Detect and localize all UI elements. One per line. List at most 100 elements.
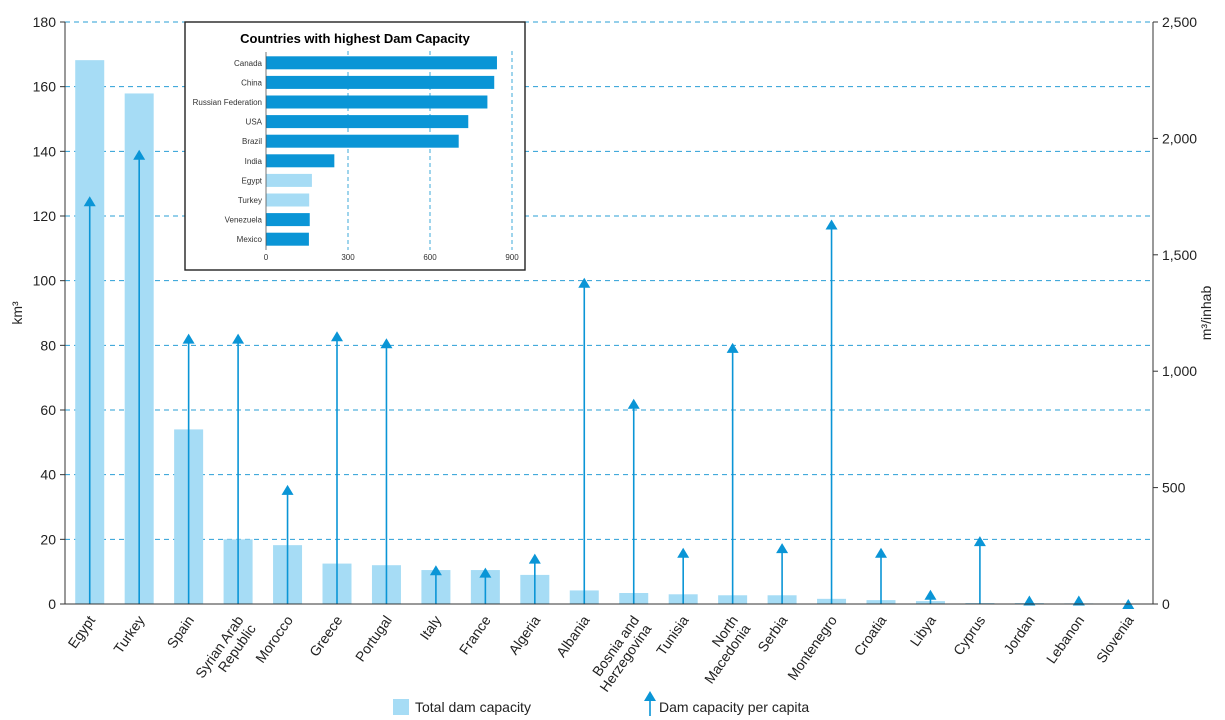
category-label-north-macedonia: NorthMacedonia [689,612,754,686]
category-label-line: Tunisia [653,612,692,658]
arrow-head [429,565,442,576]
y-tick-label: 120 [33,208,57,224]
y-tick-label: 140 [33,143,57,159]
inset-category-label: Mexico [237,235,263,244]
category-label-line: Spain [163,613,197,652]
arrow-montenegro [825,219,838,604]
category-label-line: Serbia [754,612,790,655]
arrow-head [83,196,96,207]
arrow-france [479,567,492,604]
inset-bar-brazil [266,134,459,148]
category-label-line: Slovenia [1093,612,1137,665]
inset-category-labels: Canada China Russian Federation USA Brazil In… [193,59,263,244]
arrow-italy [429,565,442,604]
arrow-head [875,547,887,558]
arrow-head [1072,595,1085,606]
arrow-head [627,398,640,409]
legend-label-per-capita: Dam capacity per capita [659,699,809,715]
arrow-head [726,342,739,353]
y-tick-label: 80 [40,337,56,353]
inset-category-label: Brazil [242,137,262,146]
y-tick-label: 100 [33,273,57,289]
category-label-montenegro: Montenegro [784,612,840,683]
category-label-spain: Spain [163,613,197,652]
category-label-egypt: Egypt [65,612,99,651]
y2-tick-label: 2,000 [1162,130,1197,146]
arrow-bosnia-and-herzegovina [627,398,640,604]
category-label-line: Italy [417,613,445,643]
arrow-series-dam-capacity-per-capita [83,149,1135,609]
category-label-greece: Greece [306,612,346,659]
arrow-tunisia [677,547,690,604]
arrow-cyprus [973,536,986,604]
category-label-tunisia: Tunisia [653,612,692,658]
y2-tick-label: 1,500 [1162,247,1197,263]
arrow-algeria [528,553,541,604]
category-label-syrian-arab-republic: Syrian ArabRepublic [192,612,259,689]
category-label-serbia: Serbia [754,612,790,655]
inset-bar-china [266,75,495,89]
inset-x-tick-label: 300 [341,253,355,262]
inset-bar-egypt [266,173,312,187]
arrow-morocco [281,484,294,604]
category-label-libya: Libya [907,612,939,649]
legend: Total dam capacity Dam capacity per capi… [393,691,809,716]
arrow-head [528,553,541,564]
category-label-jordan: Jordan [1000,613,1038,657]
axes [64,22,1154,605]
arrow-head [232,333,245,344]
inset-bar-russian-federation [266,95,488,109]
y2-tick-label: 1,000 [1162,363,1197,379]
category-label-italy: Italy [417,613,445,643]
inset-category-label: India [245,157,263,166]
category-label-algeria: Algeria [505,612,543,657]
inset-bar-turkey [266,193,310,207]
inset-chart: Countries with highest Dam Capacity Cana… [184,21,526,271]
category-label-line: Turkey [110,613,147,657]
category-label-slovenia: Slovenia [1093,612,1137,665]
category-label-bosnia-and-herzegovina: Bosnia andHerzegovina [584,612,655,694]
inset-category-label: Egypt [242,176,263,185]
arrow-portugal [380,338,393,604]
inset-bar-usa [266,115,469,129]
category-label-morocco: Morocco [252,612,296,665]
y2-tick-label: 500 [1162,480,1186,496]
inset-category-label: Venezuela [225,216,263,225]
inset-category-label: Russian Federation [193,98,262,107]
arrow-head [1023,595,1036,606]
category-label-line: Portugal [352,613,395,665]
category-label-cyprus: Cyprus [950,613,989,659]
y-axis-title: km³ [9,301,25,325]
arrow-spain [182,333,195,604]
inset-category-label: Canada [234,59,263,68]
y-tick-label: 20 [40,531,56,547]
arrow-head [776,543,789,554]
arrow-head [331,331,343,342]
inset-tick-labels: 0 300 600 900 [264,253,519,262]
inset-bar-canada [266,56,497,70]
inset-gridlines [347,51,513,250]
y2-axis-title: m³/inhab [1198,286,1214,341]
inset-bar-venezuela [266,213,310,227]
y-tick-label: 160 [33,79,57,95]
arrow-head [924,589,937,600]
category-label-france: France [456,612,494,657]
category-label-line: Algeria [505,612,543,657]
inset-category-label: Turkey [238,196,262,205]
inset-category-label: China [241,78,262,87]
arrow-egypt [83,196,96,604]
arrow-head [973,536,986,547]
legend-label-total: Total dam capacity [415,699,531,715]
category-label-line: Montenegro [784,612,840,683]
tick-labels: 0 20 40 60 80 100 120 140 160 180 0 500 1,000 1,500 2,… [33,14,1198,612]
category-label-croatia: Croatia [850,612,889,658]
category-label-line: Croatia [850,612,889,658]
category-label-turkey: Turkey [110,613,147,657]
y2-tick-label: 2,500 [1162,14,1197,30]
category-label-lebanon: Lebanon [1043,613,1087,667]
y-tick-label: 180 [33,14,57,30]
arrow-head [380,338,393,349]
category-label-line: Morocco [252,612,296,665]
category-label-line: Egypt [65,612,99,651]
